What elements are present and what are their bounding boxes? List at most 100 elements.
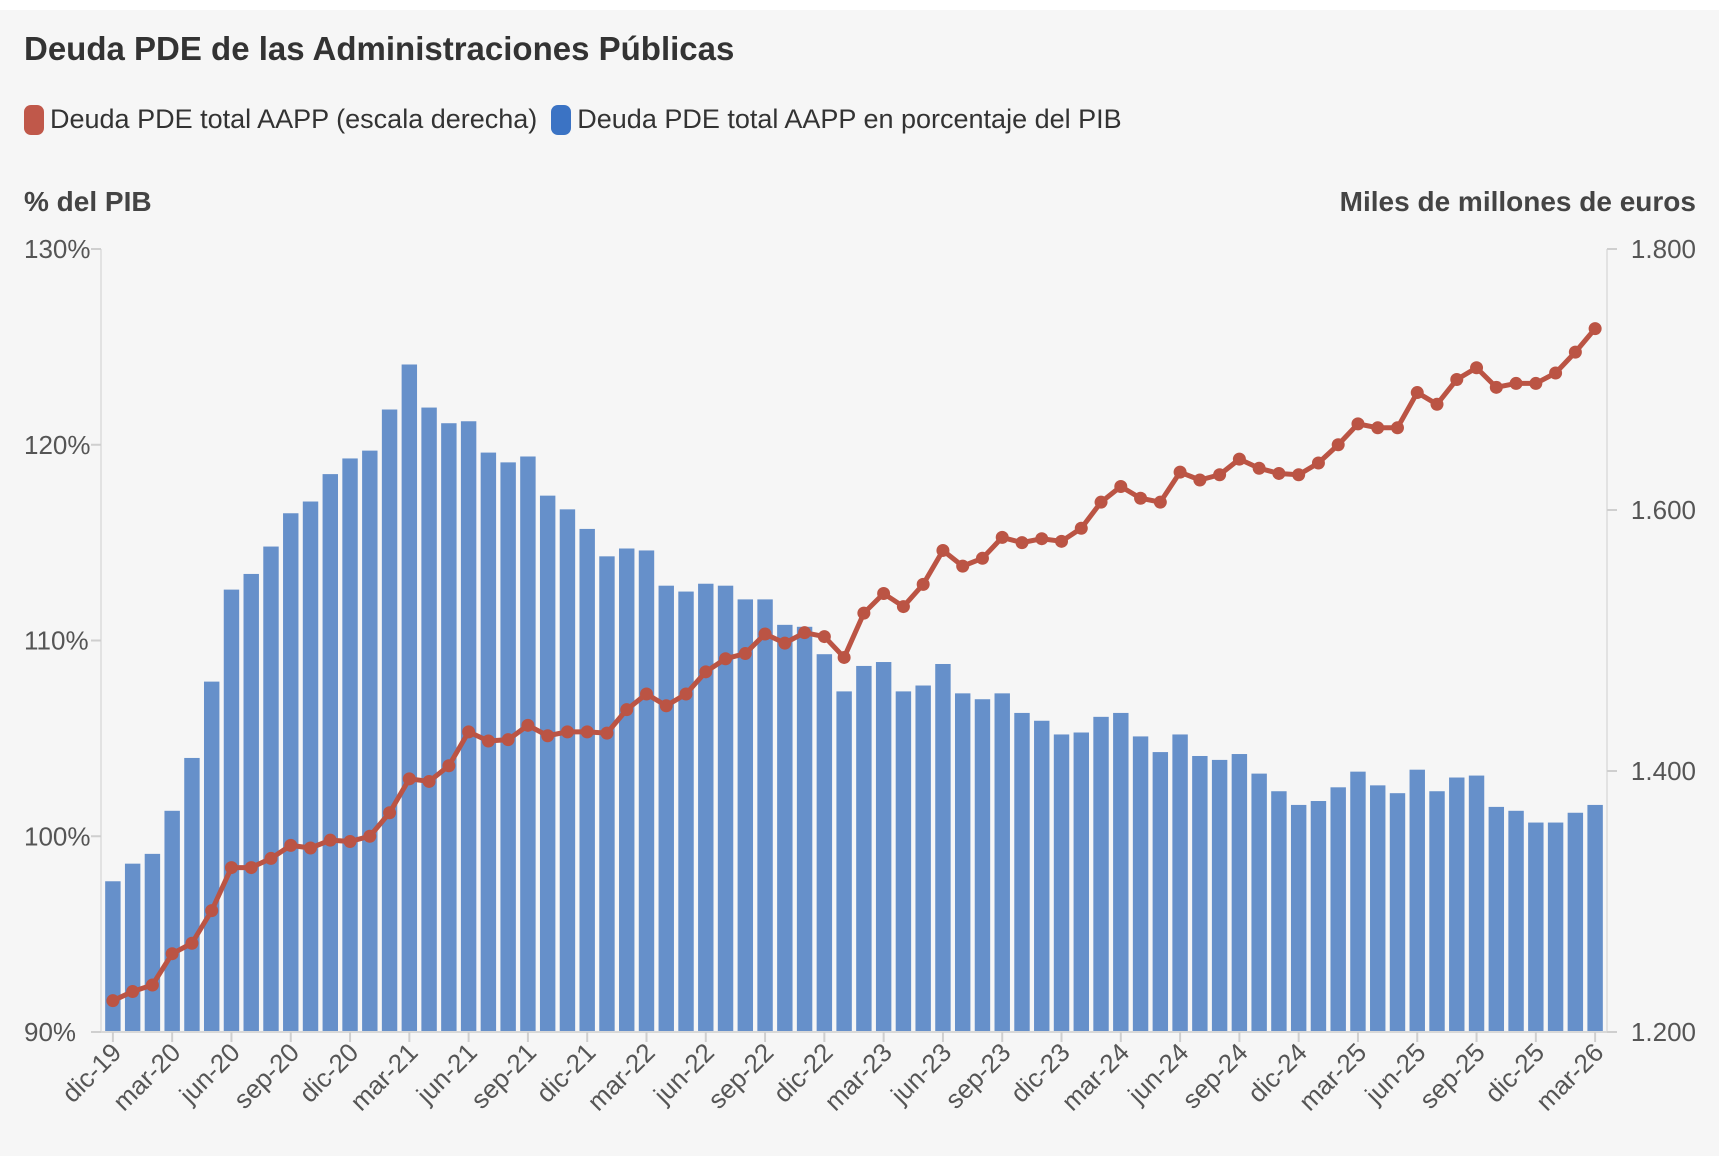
right-tick-label: 1.800: [1631, 234, 1696, 264]
bar-jul-22: [717, 585, 734, 1032]
line-point-ago-21: [501, 733, 515, 747]
right-axis-title: Miles de millones de euros: [1339, 186, 1696, 217]
line-point-feb-26: [1568, 345, 1582, 359]
bar-feb-24: [1093, 716, 1109, 1032]
line-point-ago-25: [1450, 373, 1464, 386]
bar-feb-21: [381, 409, 398, 1032]
bar-ago-22: [737, 599, 754, 1032]
line-point-ene-21: [363, 829, 377, 843]
bar-feb-20: [144, 853, 161, 1032]
bar-ago-23: [974, 699, 991, 1032]
bar-mar-23: [875, 662, 892, 1032]
legend-item-debt-gdp[interactable]: Deuda PDE total AAPP en porcentaje del P…: [551, 104, 1122, 135]
bar-ago-24: [1211, 759, 1228, 1032]
x-tick-label: mar-24: [1056, 1037, 1135, 1116]
line-point-abr-20: [185, 936, 199, 950]
bar-mar-26: [1587, 804, 1603, 1032]
left-tick-label: 90%: [24, 1017, 76, 1047]
bar-jun-25: [1409, 769, 1425, 1032]
bar-ene-20: [124, 863, 141, 1032]
bar-nov-21: [559, 509, 576, 1033]
bar-nov-23: [1034, 720, 1050, 1032]
line-point-jul-23: [956, 559, 970, 573]
line-point-dic-24: [1292, 468, 1306, 482]
left-tick-label: 130%: [24, 234, 91, 264]
bar-abr-25: [1370, 785, 1386, 1032]
x-tick-label: mar-22: [581, 1037, 660, 1116]
bar-nov-22: [796, 626, 813, 1032]
line-point-mar-23: [877, 587, 891, 601]
bar-feb-26: [1567, 812, 1584, 1032]
line-point-abr-22: [659, 699, 673, 713]
line-point-dic-21: [580, 725, 594, 739]
line-point-nov-20: [323, 833, 337, 847]
bar-ago-21: [500, 462, 516, 1032]
bar-nov-24: [1271, 791, 1287, 1032]
bar-abr-22: [658, 585, 674, 1032]
line-point-feb-24: [1094, 495, 1108, 509]
bar-ene-21: [362, 450, 378, 1032]
line-point-ago-23: [975, 551, 989, 565]
bar-ene-26: [1547, 822, 1564, 1032]
bar-oct-23: [1014, 712, 1030, 1032]
line-point-jul-21: [481, 734, 495, 748]
x-tick-label: mar-25: [1293, 1037, 1372, 1116]
line-point-dic-19: [106, 994, 120, 1008]
bar-jun-24: [1172, 734, 1188, 1032]
line-point-ago-24: [1213, 468, 1227, 482]
right-tick-label: 1.600: [1631, 495, 1696, 525]
line-point-feb-20: [145, 978, 159, 992]
line-point-sep-25: [1470, 361, 1484, 375]
line-point-oct-24: [1252, 461, 1266, 475]
line-point-may-22: [679, 687, 693, 701]
line-point-jul-22: [719, 652, 733, 666]
x-tick-label: mar-23: [818, 1037, 897, 1116]
bar-series: [105, 364, 1603, 1033]
bar-may-22: [678, 591, 694, 1032]
bar-oct-24: [1251, 773, 1267, 1032]
line-point-sep-24: [1232, 452, 1246, 466]
line-point-oct-21: [541, 729, 555, 743]
line-point-nov-22: [798, 626, 812, 640]
line-point-oct-25: [1489, 380, 1503, 394]
legend-label-debt-total: Deuda PDE total AAPP (escala derecha): [50, 104, 538, 134]
bar-nov-25: [1508, 810, 1524, 1032]
right-tick-label: 1.200: [1631, 1017, 1696, 1047]
bar-sep-25: [1468, 775, 1485, 1032]
legend-label-debt-gdp: Deuda PDE total AAPP en porcentaje del P…: [577, 104, 1122, 134]
line-point-sep-23: [995, 530, 1009, 544]
bar-may-20: [203, 681, 220, 1032]
line-point-jun-23: [936, 543, 950, 557]
bar-nov-20: [322, 474, 338, 1032]
legend-item-debt-total[interactable]: Deuda PDE total AAPP (escala derecha): [24, 104, 537, 135]
line-point-nov-21: [560, 725, 574, 739]
bar-sep-21: [520, 456, 536, 1032]
bar-feb-23: [856, 665, 872, 1032]
line-point-oct-22: [778, 636, 792, 650]
line-point-feb-23: [857, 606, 871, 620]
x-tick-label: sep-22: [702, 1037, 779, 1114]
line-point-sep-22: [758, 627, 772, 641]
bar-sep-22: [757, 599, 773, 1032]
line-point-abr-23: [896, 600, 910, 614]
legend: Deuda PDE total AAPP (escala derecha) De…: [24, 104, 1136, 135]
line-point-dic-25: [1529, 376, 1543, 390]
line-point-may-24: [1153, 495, 1167, 509]
bar-mar-25: [1350, 771, 1366, 1032]
line-point-mar-25: [1351, 417, 1365, 431]
line-point-nov-25: [1509, 376, 1523, 390]
bar-ene-23: [836, 691, 852, 1032]
bar-jun-23: [935, 663, 951, 1032]
axes: [91, 248, 1617, 1042]
line-point-feb-22: [620, 703, 634, 717]
line-point-sep-20: [284, 838, 298, 852]
bar-oct-25: [1488, 806, 1505, 1032]
bar-dic-22: [816, 654, 833, 1032]
bar-ene-25: [1310, 801, 1327, 1032]
line-point-nov-23: [1035, 532, 1049, 546]
line-point-ago-20: [264, 851, 278, 865]
bar-oct-20: [302, 501, 319, 1032]
bar-sep-24: [1231, 754, 1248, 1032]
line-point-abr-21: [422, 774, 436, 788]
line-point-abr-25: [1371, 421, 1385, 435]
